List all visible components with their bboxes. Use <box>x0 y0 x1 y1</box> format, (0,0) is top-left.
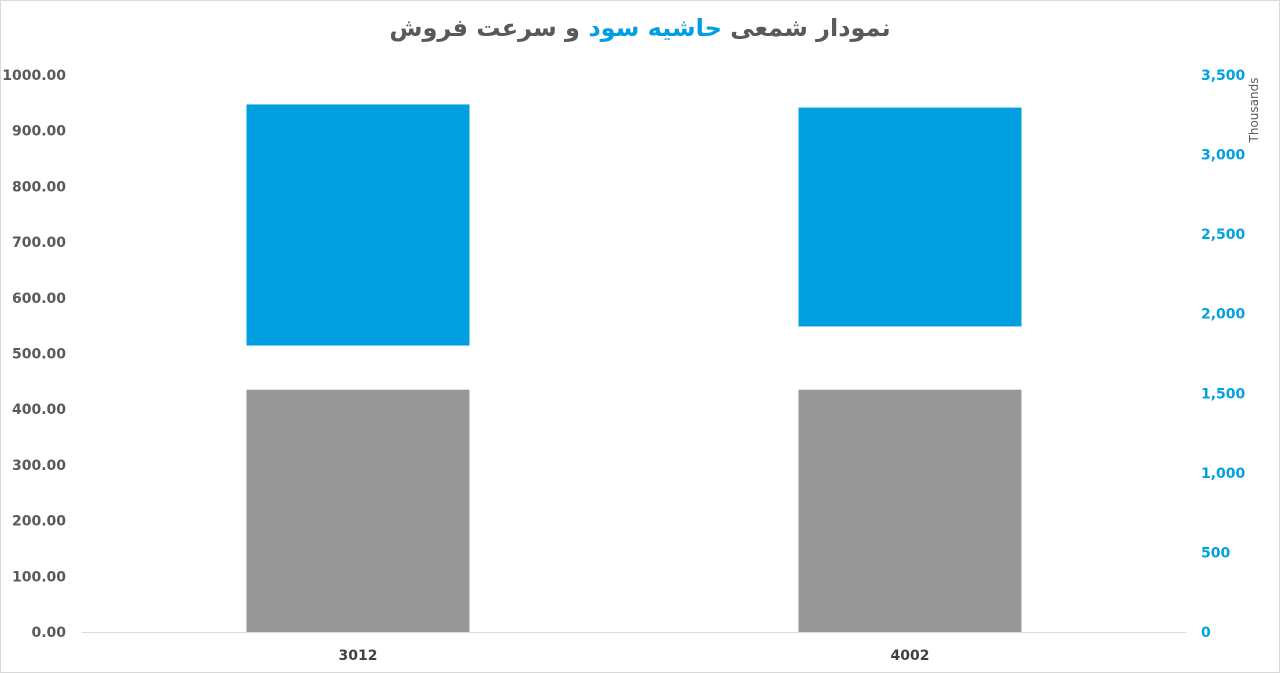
x-axis-category-label: 4002 <box>891 648 930 664</box>
left-axis-tick-label: 700.00 <box>12 235 66 251</box>
title-part-2: حاشیه سود <box>588 14 722 42</box>
blue-floating-bar <box>246 104 470 346</box>
gray-bar <box>798 389 1022 632</box>
right-axis-tick-label: 1,500 <box>1201 386 1246 402</box>
left-axis-tick-label: 400.00 <box>12 402 66 418</box>
left-axis-tick-label: 1000.00 <box>2 68 66 84</box>
right-axis-tick-label: 3,000 <box>1201 148 1246 164</box>
x-axis-category-label: 3012 <box>339 648 378 664</box>
title-part-1: نمودار شمعی <box>721 14 891 42</box>
right-axis-unit-label: Thousands <box>1247 78 1261 144</box>
left-axis-tick-label: 200.00 <box>12 514 66 530</box>
left-axis-tick-label: 300.00 <box>12 458 66 474</box>
right-axis-tick-label: 0 <box>1201 625 1211 641</box>
left-axis-tick-label: 0.00 <box>31 625 66 641</box>
right-axis-tick-label: 3,500 <box>1201 68 1246 84</box>
right-axis-tick-label: 1,000 <box>1201 466 1246 482</box>
chart-title: نمودار شمعی حاشیه سود و سرعت فروش <box>0 14 1280 42</box>
right-axis-tick-label: 2,500 <box>1201 227 1246 243</box>
left-axis-tick-label: 600.00 <box>12 291 66 307</box>
left-axis-tick-label: 800.00 <box>12 179 66 195</box>
right-axis-tick-label: 500 <box>1201 545 1230 561</box>
gray-bar <box>246 389 470 632</box>
left-axis-tick-label: 500.00 <box>12 347 66 363</box>
blue-floating-bar <box>798 107 1022 327</box>
left-axis-tick-label: 900.00 <box>12 124 66 140</box>
title-part-3: و سرعت فروش <box>389 14 589 42</box>
right-axis-tick-label: 2,000 <box>1201 307 1246 323</box>
left-axis-tick-label: 100.00 <box>12 569 66 585</box>
